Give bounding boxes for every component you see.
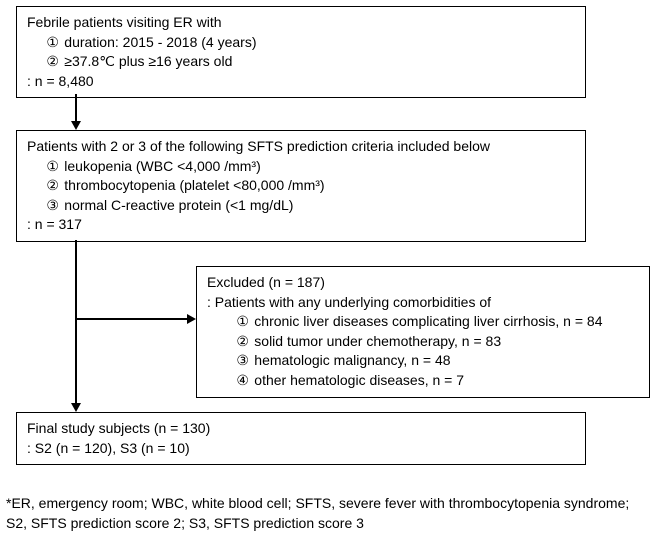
box-sfts-criteria: Patients with 2 or 3 of the following SF… <box>16 130 586 242</box>
arrow-1-head-icon <box>71 121 81 130</box>
box3-crit4-num: ④ <box>235 371 250 391</box>
box3-crit4-text: other hematologic diseases, n = 7 <box>254 372 464 388</box>
box3-line2: : Patients with any underlying comorbidi… <box>207 293 639 313</box>
branch-line <box>76 318 188 320</box>
box-excluded: Excluded (n = 187) : Patients with any u… <box>196 266 650 398</box>
box1-crit2-num: ② <box>45 52 60 72</box>
box-inclusion-er: Febrile patients visiting ER with ① dura… <box>16 6 586 98</box>
box3-crit1: ① chronic liver diseases complicating li… <box>207 312 639 332</box>
box3-crit2-num: ② <box>235 332 250 352</box>
box3-crit1-text: chronic liver diseases complicating live… <box>254 313 602 329</box>
footnote: *ER, emergency room; WBC, white blood ce… <box>6 494 629 533</box>
box2-crit3-text: normal C-reactive protein (<1 mg/dL) <box>64 197 293 213</box>
box2-crit1-num: ① <box>45 157 60 177</box>
box1-crit1-text: duration: 2015 - 2018 (4 years) <box>64 34 256 50</box>
arrow-1-line <box>75 94 77 121</box>
box1-crit2: ② ≥37.8℃ plus ≥16 years old <box>27 52 575 72</box>
box3-crit1-num: ① <box>235 312 250 332</box>
box3-crit2-text: solid tumor under chemotherapy, n = 83 <box>254 333 501 349</box>
branch-head-icon <box>187 314 196 324</box>
box1-line1: Febrile patients visiting ER with <box>27 13 575 33</box>
box2-n: : n = 317 <box>27 215 575 235</box>
box3-crit4: ④ other hematologic diseases, n = 7 <box>207 371 639 391</box>
box1-crit2-text: ≥37.8℃ plus ≥16 years old <box>64 53 232 69</box>
box2-crit2-text: thrombocytopenia (platelet <80,000 /mm³) <box>64 177 324 193</box>
box2-crit2-num: ② <box>45 176 60 196</box>
footnote-line2: S2, SFTS prediction score 2; S3, SFTS pr… <box>6 514 629 534</box>
box1-n: : n = 8,480 <box>27 72 575 92</box>
box2-line1: Patients with 2 or 3 of the following SF… <box>27 137 575 157</box>
box3-crit3-num: ③ <box>235 351 250 371</box>
box2-crit2: ② thrombocytopenia (platelet <80,000 /mm… <box>27 176 575 196</box>
box2-crit3-num: ③ <box>45 196 60 216</box>
box2-crit3: ③ normal C-reactive protein (<1 mg/dL) <box>27 196 575 216</box>
box2-crit1-text: leukopenia (WBC <4,000 /mm³) <box>64 158 260 174</box>
box4-line1: Final study subjects (n = 130) <box>27 419 575 439</box>
box3-crit3-text: hematologic malignancy, n = 48 <box>254 352 450 368</box>
box1-crit1-num: ① <box>45 33 60 53</box>
box3-line1: Excluded (n = 187) <box>207 273 639 293</box>
arrow-2-line <box>75 240 77 403</box>
box3-crit2: ② solid tumor under chemotherapy, n = 83 <box>207 332 639 352</box>
box-final-subjects: Final study subjects (n = 130) : S2 (n =… <box>16 412 586 465</box>
footnote-line1: *ER, emergency room; WBC, white blood ce… <box>6 494 629 514</box>
arrow-2-head-icon <box>71 403 81 412</box>
box4-line2: : S2 (n = 120), S3 (n = 10) <box>27 439 575 459</box>
box2-crit1: ① leukopenia (WBC <4,000 /mm³) <box>27 157 575 177</box>
box1-crit1: ① duration: 2015 - 2018 (4 years) <box>27 33 575 53</box>
box3-crit3: ③ hematologic malignancy, n = 48 <box>207 351 639 371</box>
